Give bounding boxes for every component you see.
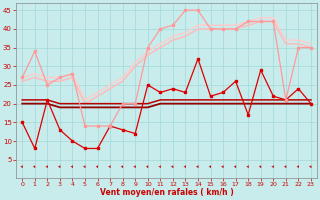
X-axis label: Vent moyen/en rafales ( km/h ): Vent moyen/en rafales ( km/h )	[100, 188, 234, 197]
